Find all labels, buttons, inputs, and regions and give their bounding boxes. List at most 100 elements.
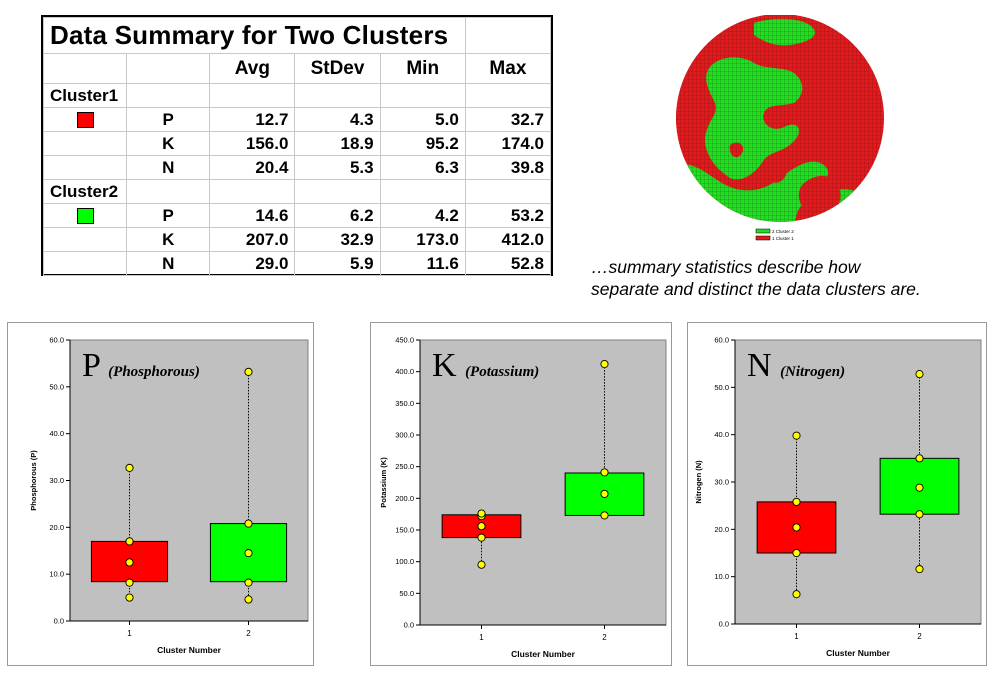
col-header-min: Min bbox=[379, 53, 466, 84]
data-point bbox=[915, 370, 924, 379]
y-tick-label: 0.0 bbox=[404, 621, 414, 630]
data-point bbox=[915, 483, 924, 492]
data-point bbox=[244, 549, 253, 558]
data-point bbox=[125, 558, 134, 567]
chart-title-letter: N bbox=[747, 347, 780, 384]
y-tick-label: 250.0 bbox=[395, 462, 414, 471]
y-tick-label: 300.0 bbox=[395, 431, 414, 440]
legend-label-cluster1: 1 Cluster 1 bbox=[772, 236, 794, 241]
data-point bbox=[477, 522, 486, 531]
data-point bbox=[915, 510, 924, 519]
y-tick-label: 20.0 bbox=[49, 523, 64, 532]
y-tick-label: 60.0 bbox=[49, 336, 64, 345]
y-tick-label: 0.0 bbox=[719, 620, 729, 629]
y-tick-label: 40.0 bbox=[714, 430, 729, 439]
y-tick-label: 50.0 bbox=[49, 382, 64, 391]
chart-title-letter: K bbox=[432, 347, 465, 384]
y-tick-label: 10.0 bbox=[714, 572, 729, 581]
col-header-avg: Avg bbox=[209, 53, 296, 84]
table-cell: 95.2 bbox=[379, 131, 466, 156]
data-point bbox=[792, 431, 801, 440]
data-point bbox=[125, 578, 134, 587]
x-axis-label: Cluster Number bbox=[826, 648, 890, 658]
row-label: N bbox=[126, 155, 211, 180]
table-cell: 412.0 bbox=[464, 227, 552, 252]
x-axis-label: Cluster Number bbox=[157, 645, 221, 655]
table-cell: 174.0 bbox=[464, 131, 552, 156]
table-cell: 173.0 bbox=[379, 227, 466, 252]
data-point bbox=[244, 578, 253, 587]
table-cell: 18.9 bbox=[294, 131, 381, 156]
map-disc bbox=[676, 15, 884, 222]
table-cell: 39.8 bbox=[464, 155, 552, 180]
y-tick-label: 60.0 bbox=[714, 336, 729, 345]
data-point bbox=[125, 593, 134, 602]
chart-title-name: (Phosphorous) bbox=[108, 364, 200, 380]
chart-title-letter: P bbox=[82, 347, 108, 384]
map-legend: 2 Cluster 2 1 Cluster 1 bbox=[755, 228, 794, 241]
table-cell: 12.7 bbox=[209, 107, 296, 132]
y-tick-label: 50.0 bbox=[399, 589, 414, 598]
chart-svg: 0.0 10.0 20.0 30.0 40.0 50.0 60.0 1 2 Cluster Num… bbox=[694, 336, 982, 658]
data-point bbox=[600, 489, 609, 498]
table-cell: 11.6 bbox=[379, 251, 466, 276]
cluster1-swatch bbox=[76, 112, 94, 129]
data-point bbox=[792, 523, 801, 532]
data-point bbox=[244, 595, 253, 604]
legend-swatch-cluster2 bbox=[755, 228, 771, 234]
data-point bbox=[244, 367, 253, 376]
y-axis-label: Potassium (K) bbox=[379, 457, 388, 508]
x-tick-label: 1 bbox=[127, 629, 132, 638]
table-cell: 4.2 bbox=[379, 203, 466, 228]
y-tick-label: 10.0 bbox=[49, 570, 64, 579]
chart-svg: 0.0 50.0 100.0 150.0 200.0 250.0 300.0 350.0 400… bbox=[379, 336, 667, 659]
y-axis-label: Phosphorous (P) bbox=[29, 450, 38, 511]
x-tick-label: 2 bbox=[917, 632, 922, 641]
y-tick-label: 150.0 bbox=[395, 526, 414, 535]
caption-line-2: separate and distinct the data clusters … bbox=[591, 279, 921, 299]
x-tick-label: 2 bbox=[602, 633, 607, 642]
chart-svg: 0.0 10.0 20.0 30.0 40.0 50.0 60.0 1 2 Cluster Num… bbox=[29, 336, 309, 655]
chart-title: N (Nitrogen) bbox=[747, 347, 845, 384]
data-point bbox=[477, 533, 486, 542]
row-label: K bbox=[126, 227, 211, 252]
table-cell: 6.3 bbox=[379, 155, 466, 180]
box-plot-nitrogen: 0.0 10.0 20.0 30.0 40.0 50.0 60.0 1 2 Cluster Num… bbox=[687, 322, 987, 666]
y-tick-label: 200.0 bbox=[395, 494, 414, 503]
cluster2-swatch bbox=[76, 208, 94, 225]
chart-title-name: (Nitrogen) bbox=[780, 364, 845, 380]
chart-title-name: (Potassium) bbox=[465, 364, 539, 380]
box-plot-phosphorous: 0.0 10.0 20.0 30.0 40.0 50.0 60.0 1 2 Cluster Num… bbox=[7, 322, 314, 666]
row-label: K bbox=[126, 131, 211, 156]
table-title: Data Summary for Two Clusters bbox=[43, 17, 466, 54]
data-point bbox=[125, 463, 134, 472]
y-axis-label: Nitrogen (N) bbox=[694, 460, 703, 504]
y-tick-label: 400.0 bbox=[395, 367, 414, 376]
data-point bbox=[915, 565, 924, 574]
table-cell: 52.8 bbox=[464, 251, 552, 276]
x-tick-label: 1 bbox=[794, 632, 799, 641]
data-point bbox=[600, 468, 609, 477]
caption: …summary statistics describe how separat… bbox=[591, 256, 991, 300]
x-tick-label: 2 bbox=[246, 629, 251, 638]
y-tick-label: 50.0 bbox=[714, 383, 729, 392]
table-cell: 29.0 bbox=[209, 251, 296, 276]
col-header-max: Max bbox=[464, 53, 552, 84]
data-point bbox=[792, 497, 801, 506]
data-point bbox=[600, 360, 609, 369]
y-tick-label: 0.0 bbox=[54, 617, 64, 626]
table-cell: 53.2 bbox=[464, 203, 552, 228]
table-cell: 4.3 bbox=[294, 107, 381, 132]
table-cell: 32.7 bbox=[464, 107, 552, 132]
data-point bbox=[792, 548, 801, 558]
y-tick-label: 100.0 bbox=[395, 557, 414, 566]
table-cell: 6.2 bbox=[294, 203, 381, 228]
table-cell: 207.0 bbox=[209, 227, 296, 252]
legend-label-cluster2: 2 Cluster 2 bbox=[772, 229, 794, 234]
x-tick-label: 1 bbox=[479, 633, 484, 642]
row-label: P bbox=[126, 107, 211, 132]
table-cell: 5.3 bbox=[294, 155, 381, 180]
row-label: N bbox=[126, 251, 211, 276]
cluster-map: 2 Cluster 2 1 Cluster 1 bbox=[676, 15, 884, 241]
row-label: P bbox=[126, 203, 211, 228]
